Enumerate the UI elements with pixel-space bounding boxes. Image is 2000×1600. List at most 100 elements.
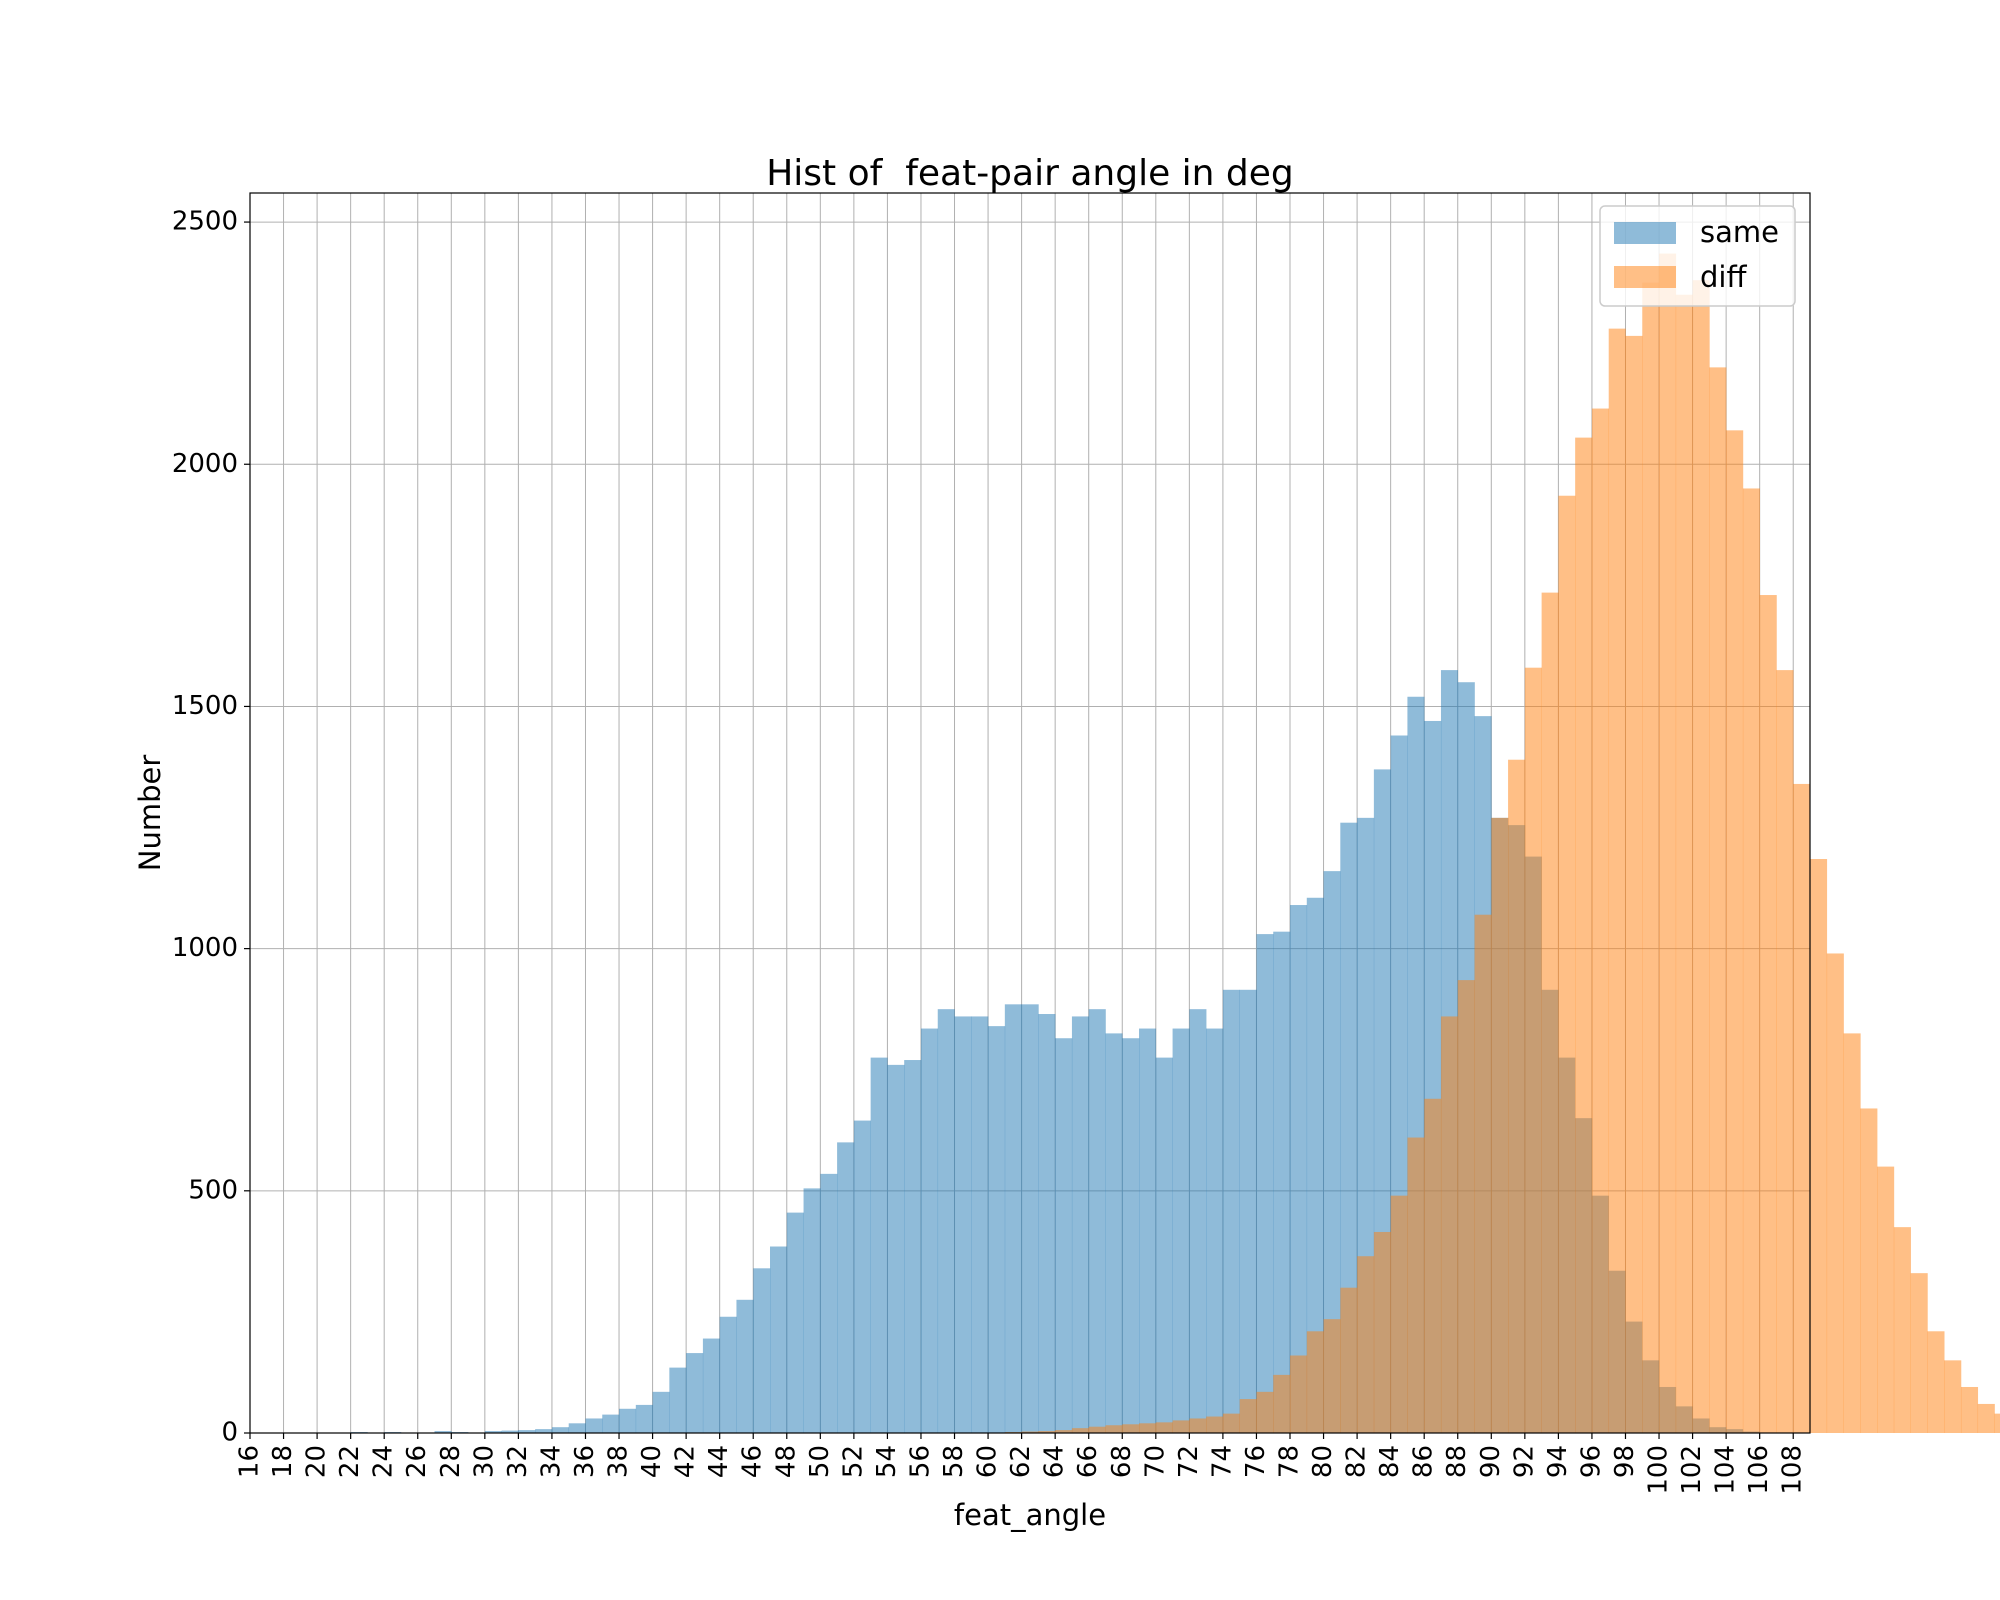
bar-diff (1709, 367, 1727, 1433)
x-tick-label: 24 (369, 1445, 399, 1478)
x-tick-label: 54 (872, 1445, 902, 1478)
bar-diff (1960, 1386, 1979, 1433)
bar-diff (1457, 980, 1475, 1433)
bar-same (1340, 822, 1358, 1433)
bar-diff (1323, 1319, 1341, 1433)
bar-same (652, 1391, 670, 1433)
bar-same (954, 1016, 972, 1433)
x-axis-label: feat_angle (954, 1498, 1106, 1532)
bar-diff (1541, 592, 1559, 1433)
bar-same (568, 1423, 586, 1433)
bar-same (904, 1060, 922, 1433)
bar-same (820, 1173, 838, 1433)
bar-same (870, 1057, 888, 1433)
bar-same (837, 1142, 855, 1433)
bar-same (635, 1404, 653, 1433)
bar-same (937, 1009, 955, 1433)
x-tick-label: 70 (1140, 1445, 1170, 1478)
bar-same (719, 1316, 737, 1433)
bar-same (686, 1353, 704, 1433)
bar-diff (1893, 1227, 1911, 1433)
x-tick-label: 26 (402, 1445, 432, 1478)
x-tick-label: 62 (1006, 1445, 1036, 1478)
bar-diff (1390, 1195, 1408, 1433)
x-tick-label: 50 (805, 1445, 835, 1478)
bar-same (1021, 1004, 1039, 1433)
bar-diff (1910, 1273, 1928, 1433)
bar-diff (1122, 1424, 1140, 1433)
bar-same (1122, 1038, 1140, 1433)
bar-diff (1810, 859, 1828, 1433)
bar-same (1071, 1016, 1090, 1433)
y-tick-label: 1000 (172, 933, 238, 963)
bar-diff (1692, 280, 1710, 1433)
x-tick-label: 32 (503, 1445, 533, 1478)
x-tick-label: 22 (335, 1445, 365, 1478)
bar-diff (1826, 953, 1844, 1433)
x-tick-label: 36 (570, 1445, 600, 1478)
bar-same (434, 1431, 452, 1433)
bar-same (1306, 897, 1324, 1433)
x-tick-label: 44 (704, 1445, 734, 1478)
legend-swatch-same (1614, 222, 1676, 244)
bar-diff (1726, 430, 1744, 1433)
x-tick-label: 78 (1275, 1445, 1305, 1478)
x-tick-label: 20 (302, 1445, 332, 1478)
x-tick-label: 46 (738, 1445, 768, 1478)
bar-same (920, 1028, 939, 1433)
bar-diff (1239, 1399, 1257, 1433)
bar-diff (1139, 1423, 1157, 1433)
x-tick-label: 80 (1308, 1445, 1338, 1478)
bar-diff (1222, 1413, 1240, 1433)
y-axis-ticks: 0 500 1000 1500 2000 2500 (172, 207, 250, 1448)
bar-same (501, 1430, 519, 1433)
x-tick-label: 66 (1073, 1445, 1103, 1478)
bar-same (1206, 1028, 1224, 1433)
bar-diff (1155, 1422, 1173, 1433)
x-tick-label: 30 (469, 1445, 499, 1478)
bar-same (803, 1188, 821, 1433)
bar-diff (1357, 1256, 1375, 1433)
bar-diff (1927, 1331, 1945, 1433)
bar-diff (1558, 495, 1576, 1433)
bar-same (1189, 1009, 1207, 1433)
x-tick-label: 100 (1644, 1445, 1674, 1495)
bar-same (551, 1427, 570, 1433)
x-tick-label: 86 (1409, 1445, 1439, 1478)
bar-diff (1508, 759, 1526, 1433)
x-tick-label: 94 (1543, 1445, 1573, 1478)
bar-same (770, 1246, 788, 1433)
bar-diff (1759, 595, 1777, 1433)
bar-diff (1440, 1016, 1459, 1433)
bar-diff (1977, 1403, 1995, 1433)
x-tick-label: 76 (1241, 1445, 1271, 1478)
legend-label-diff: diff (1700, 260, 1747, 294)
x-tick-label: 72 (1174, 1445, 1204, 1478)
bar-diff (1524, 667, 1542, 1433)
x-tick-label: 106 (1744, 1445, 1774, 1495)
bar-same (988, 1026, 1006, 1433)
bar-diff (1206, 1416, 1224, 1433)
bar-diff (1055, 1430, 1073, 1433)
bar-diff (1105, 1425, 1123, 1433)
x-tick-label: 88 (1442, 1445, 1472, 1478)
bar-diff (1575, 437, 1593, 1433)
x-tick-label: 104 (1711, 1445, 1741, 1495)
bar-diff (1407, 1137, 1425, 1433)
bar-same (1088, 1009, 1106, 1433)
bar-diff (1273, 1374, 1291, 1433)
bar-same (619, 1408, 637, 1433)
bar-same (518, 1430, 536, 1433)
bar-same (1222, 989, 1240, 1433)
bar-same (753, 1268, 771, 1433)
bar-diff (1290, 1355, 1308, 1433)
bar-diff (1256, 1391, 1274, 1433)
bar-same (1323, 871, 1341, 1433)
bar-diff (1340, 1287, 1358, 1433)
bar-same (535, 1429, 553, 1433)
bar-diff (1860, 1108, 1878, 1433)
bar-diff (1625, 335, 1643, 1433)
bar-diff (1071, 1428, 1090, 1433)
bar-diff (1776, 670, 1794, 1433)
bar-diff (1659, 253, 1677, 1433)
